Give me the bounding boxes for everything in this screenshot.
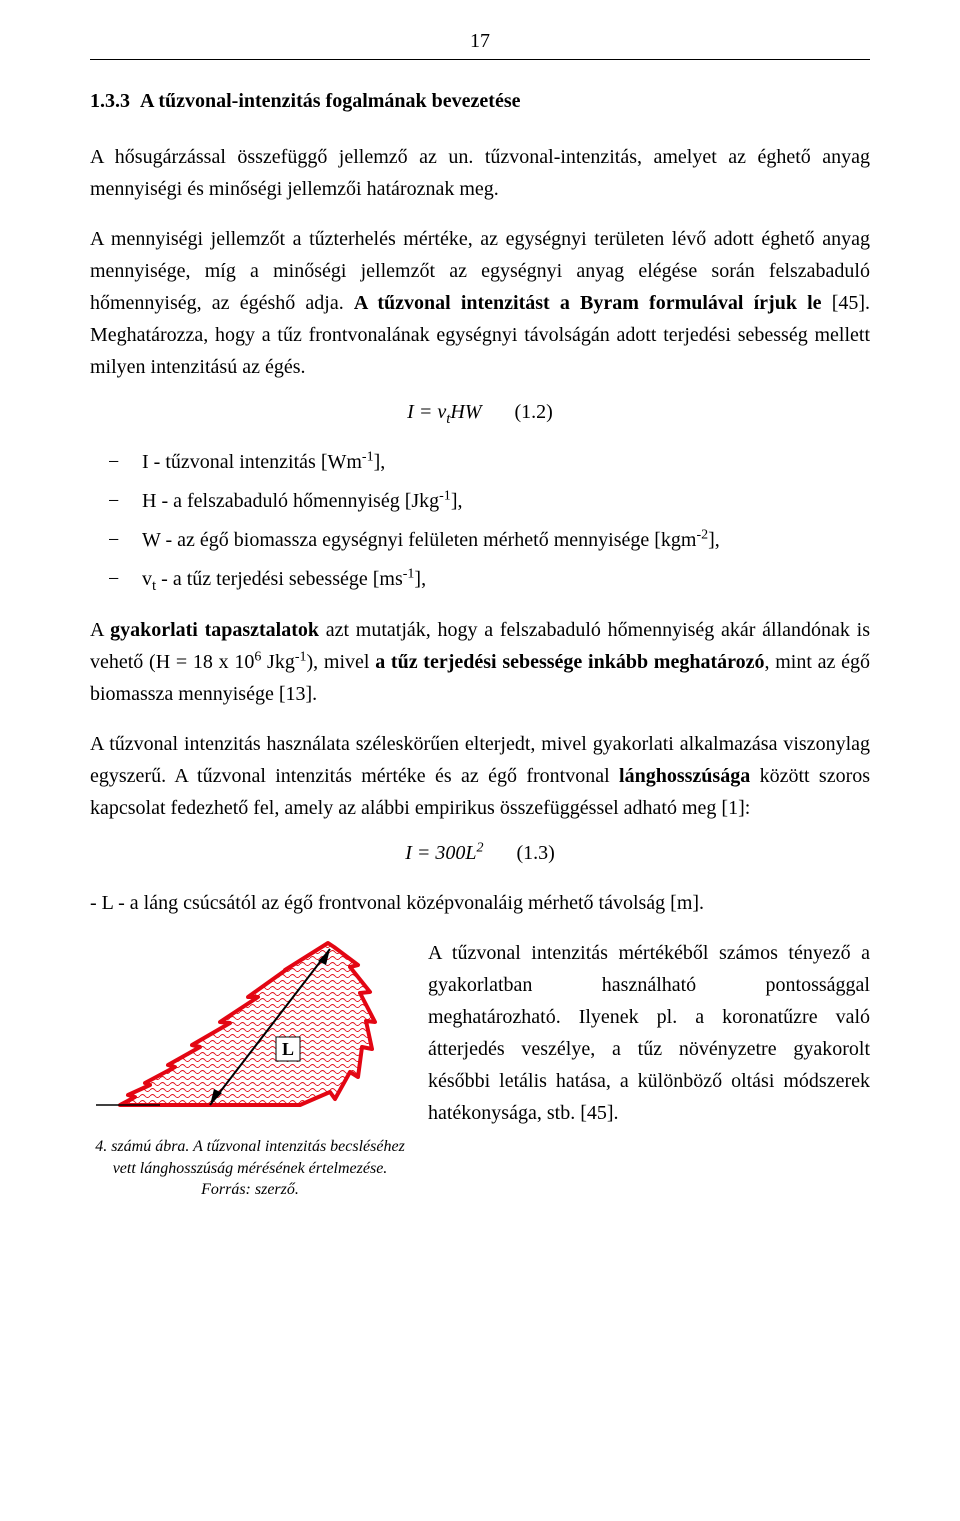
equation-1-number: (1.2): [515, 401, 553, 423]
p2-b: A tűzvonal intenzitást a Byram formuláva…: [354, 292, 822, 314]
var-H-text: H - a felszabaduló hőmennyiség [Jkg-1],: [142, 485, 870, 518]
figure-left: L 4. számú ábra. A tűzvonal intenzitás b…: [90, 937, 410, 1201]
paragraph-4: A tűzvonal intenzitás használata szélesk…: [90, 728, 870, 824]
var-W-text: W - az égő biomassza egységnyi felületen…: [142, 524, 870, 557]
equation-2-number: (1.3): [516, 842, 554, 864]
p3-d: Jkg: [261, 651, 295, 673]
flame-shape: [120, 943, 375, 1105]
var-item-H: − H - a felszabaduló hőmennyiség [Jkg-1]…: [90, 485, 870, 518]
section-heading: 1.3.3 A tűzvonal-intenzitás fogalmának b…: [90, 90, 870, 113]
equation-2-formula: I = 300L2: [405, 842, 483, 864]
equation-1: I = vtHW (1.2): [90, 401, 870, 424]
section-number: 1.3.3: [90, 90, 130, 112]
page-container: 17 1.3.3 A tűzvonal-intenzitás fogalmána…: [0, 0, 960, 1521]
flame-diagram-svg: L: [90, 937, 410, 1127]
dash-icon: −: [90, 524, 142, 557]
paragraph-2: A mennyiségi jellemzőt a tűzterhelés mér…: [90, 223, 870, 383]
variable-list: − I - tűzvonal intenzitás [Wm-1], − H - …: [90, 446, 870, 596]
p4-b: lánghosszúsága: [619, 765, 750, 787]
paragraph-6: A tűzvonal intenzitás mértékéből számos …: [428, 937, 870, 1129]
p3-f: a tűz terjedési sebessége inkább meghatá…: [375, 651, 764, 673]
page-number: 17: [90, 30, 870, 53]
p4-a: A tűzvonal intenzitás használata szélesk…: [90, 733, 870, 787]
p3-a: A: [90, 619, 103, 641]
figure-block: L 4. számú ábra. A tűzvonal intenzitás b…: [90, 937, 870, 1201]
top-rule: [90, 59, 870, 60]
section-title: A tűzvonal-intenzitás fogalmának bevezet…: [140, 90, 521, 112]
var-item-I: − I - tűzvonal intenzitás [Wm-1],: [90, 446, 870, 479]
paragraph-1: A hősugárzással összefüggő jellemző az u…: [90, 141, 870, 205]
dash-icon: −: [90, 563, 142, 596]
equation-1-formula: I = vtHW: [407, 401, 481, 423]
caption-line-3: Forrás: szerző.: [201, 1181, 299, 1198]
dash-icon: −: [90, 446, 142, 479]
caption-line-1: 4. számú ábra. A tűzvonal intenzitás bec…: [95, 1138, 405, 1155]
p3-b: gyakorlati tapasztalatok: [110, 619, 319, 641]
caption-line-2: vett lánghosszúság mérésének értelmezése…: [113, 1160, 388, 1177]
label-L: L: [282, 1039, 294, 1059]
paragraph-3: A gyakorlati tapasztalatok azt mutatják,…: [90, 614, 870, 710]
equation-2: I = 300L2 (1.3): [90, 842, 870, 865]
p3-e: ), mivel: [307, 651, 370, 673]
paragraph-5: - L - a láng csúcsától az égő frontvonal…: [90, 887, 870, 919]
var-vt-text: vt - a tűz terjedési sebessége [ms-1],: [142, 563, 870, 596]
var-item-vt: − vt - a tűz terjedési sebessége [ms-1],: [90, 563, 870, 596]
var-I-text: I - tűzvonal intenzitás [Wm-1],: [142, 446, 870, 479]
var-item-W: − W - az égő biomassza egységnyi felület…: [90, 524, 870, 557]
dash-icon: −: [90, 485, 142, 518]
figure-caption: 4. számú ábra. A tűzvonal intenzitás bec…: [90, 1136, 410, 1201]
